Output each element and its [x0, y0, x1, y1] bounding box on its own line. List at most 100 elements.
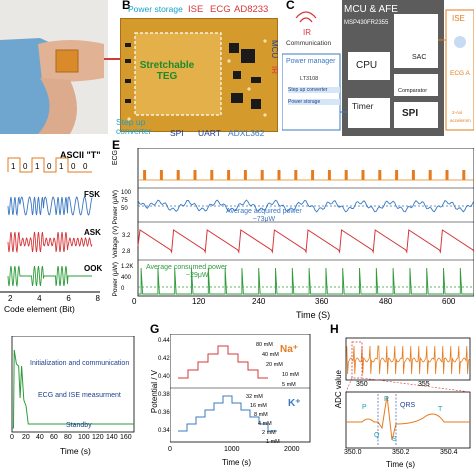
ecg-pulse: [327, 170, 331, 180]
current-trace-chart: [11, 336, 135, 433]
step-up-block: Step up converter: [288, 87, 340, 93]
bit-label: 0: [71, 162, 76, 171]
step-up-line2: converter: [116, 126, 152, 136]
ecg-pulse: [277, 170, 281, 180]
g-xlabel: Time (s): [222, 458, 252, 467]
bit-label: 1: [11, 162, 16, 171]
e-con-tick: 0: [121, 286, 125, 292]
e-acq-tick: 100: [121, 190, 132, 196]
ecg-label: ECG: [210, 4, 231, 15]
k-label: K⁺: [288, 398, 301, 409]
con-label-line2: ~29μW: [186, 272, 209, 279]
k-conc: 8 mM: [254, 412, 268, 418]
standby-annotation: Standby: [66, 422, 92, 429]
panel-e-letter: E: [112, 138, 121, 152]
e-ylabel-power-acq: Power (μW): [112, 190, 119, 225]
power-manager-model: LT3108: [300, 76, 319, 82]
e-con-tick: 400: [121, 275, 132, 281]
bit-label: 1: [59, 162, 64, 171]
e-acq-tick: 75: [121, 198, 128, 204]
ecg-pulse: [260, 170, 264, 180]
ecg-pulse: [445, 170, 449, 180]
f-xtick: 80: [64, 434, 72, 441]
g-ytick: 0.36: [158, 410, 170, 416]
h-xtick: 350.2: [392, 449, 410, 456]
k-concentrations: 32 mM 16 mM 8 mM 4 mM 2 mM 1 mM: [246, 393, 280, 447]
mcu-afe-title: MCU & AFE: [344, 4, 398, 15]
cpu-label: CPU: [356, 60, 378, 71]
ecg-pulse: [311, 170, 315, 180]
con-power-annotation: Average consumed power ~29μW: [146, 264, 227, 280]
e-acq-ticks: 100 75 50: [121, 189, 131, 213]
ise-label: ISE: [188, 4, 204, 15]
f-xtick: 120: [92, 434, 104, 441]
power-storage-block: Power storage: [288, 99, 340, 105]
k-conc: 1 mM: [266, 439, 280, 445]
ecg-pulse: [294, 170, 298, 180]
k-conc: 16 mM: [250, 403, 267, 409]
g-yticks: 0.44 0.42 0.40 0.38 0.36 0.34: [158, 332, 170, 440]
arm-illustration: [0, 0, 108, 134]
d-xticks: 2 4 6 8: [8, 294, 100, 303]
ecg-pulse: [462, 170, 466, 180]
g-xtick: 2000: [284, 446, 300, 453]
na-concentrations: 80 mM 40 mM 20 mM 10 mM 5 mM: [256, 340, 299, 390]
communication-label: Communication: [286, 40, 332, 47]
na-conc: 10 mM: [282, 372, 299, 378]
step-up-label: Step up converter: [116, 118, 151, 136]
init-annotation: Initialization and communication: [30, 360, 130, 367]
e-xtick: 600: [442, 297, 456, 306]
h-xtick: 350.0: [344, 449, 362, 456]
power-manager-title: Power manager: [286, 58, 336, 65]
na-label: Na⁺: [280, 344, 299, 355]
e-xtick: 480: [379, 297, 393, 306]
ook-row-wave: [7, 265, 92, 288]
acq-label-line1: Average acquired power: [226, 208, 302, 215]
e-xtick: 240: [252, 297, 266, 306]
bit-waveform: [7, 157, 92, 173]
h-xlabel: Time (s): [386, 460, 416, 469]
wave-s: S: [392, 436, 397, 443]
acq-power-annotation: Average acquired power ~73μW: [226, 208, 302, 224]
e-xlabel: Time (S): [296, 310, 331, 320]
ecg-pulse: [361, 170, 365, 180]
e-con-tick: 1.2K: [121, 264, 134, 270]
f-xtick: 0: [10, 434, 14, 441]
acq-label-line2: ~73μW: [252, 216, 276, 223]
c-ise-label: ISE: [452, 14, 465, 23]
e-volt-tick: 2.8: [122, 249, 131, 255]
bit-label: 0: [23, 162, 28, 171]
adxl-label: ADXL362: [228, 128, 265, 138]
g-ytick: 0.38: [158, 392, 170, 398]
e-ylabel-voltage: Voltage (V): [112, 226, 119, 259]
teg-label: Stretchable TEG: [137, 60, 197, 82]
e-volt-ticks: 3.2 2.8: [122, 228, 130, 260]
ecg-pulse: [428, 170, 432, 180]
ecg-pulse: [378, 170, 382, 180]
ad8233-label: AD8233: [234, 4, 269, 15]
d-xlabel: Code element (Bit): [4, 304, 75, 314]
e-xtick: 120: [192, 297, 206, 306]
c-ir-label: IR: [303, 28, 311, 37]
e-acq-tick: 50: [121, 206, 128, 212]
na-conc: 20 mM: [266, 362, 283, 368]
e-ylabel-ecg: ECG: [112, 150, 119, 166]
k-conc: 4 mM: [258, 421, 272, 427]
ecg-chart: [345, 337, 471, 449]
timer-label: Timer: [352, 101, 374, 111]
ecg-pulse: [344, 170, 348, 180]
pcb-board: [120, 18, 278, 132]
g-ytick: 0.40: [158, 374, 170, 380]
arm-photo: [0, 0, 108, 134]
ecg-pulse: [176, 170, 180, 180]
d-xtick: 2: [8, 294, 13, 303]
f-xtick: 140: [106, 434, 118, 441]
con-label-line1: Average consumed power: [146, 264, 228, 271]
spi-label: SPI: [170, 128, 184, 138]
ecg-pulse: [395, 170, 399, 180]
bit-label: 0: [47, 162, 52, 171]
spi-block-label: SPI: [402, 108, 419, 119]
k-conc: 32 mM: [246, 394, 263, 400]
fsk-row-wave: [7, 196, 93, 217]
